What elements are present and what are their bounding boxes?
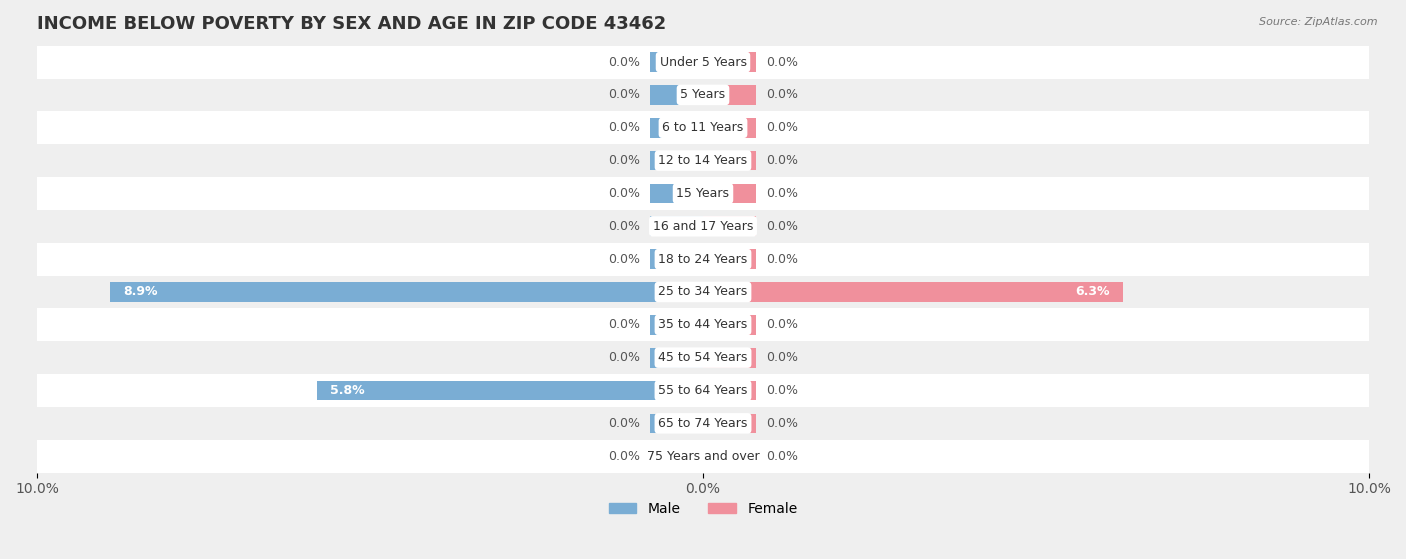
Bar <box>37 111 1369 144</box>
Bar <box>703 183 756 203</box>
Text: 18 to 24 Years: 18 to 24 Years <box>658 253 748 266</box>
Bar <box>37 440 1369 472</box>
Text: 45 to 54 Years: 45 to 54 Years <box>658 351 748 364</box>
Text: 0.0%: 0.0% <box>607 154 640 167</box>
Bar <box>703 85 756 105</box>
Text: 6.3%: 6.3% <box>1074 286 1109 299</box>
Bar <box>650 414 703 433</box>
Text: 15 Years: 15 Years <box>676 187 730 200</box>
Bar <box>37 374 1369 407</box>
Text: 0.0%: 0.0% <box>766 121 799 134</box>
Text: 0.0%: 0.0% <box>607 88 640 101</box>
Text: 65 to 74 Years: 65 to 74 Years <box>658 417 748 430</box>
Bar <box>37 78 1369 111</box>
Bar <box>37 144 1369 177</box>
Bar <box>703 249 756 269</box>
Bar <box>703 118 756 138</box>
Text: 0.0%: 0.0% <box>766 384 799 397</box>
Text: 0.0%: 0.0% <box>607 121 640 134</box>
Bar <box>703 151 756 170</box>
Bar <box>37 210 1369 243</box>
Text: 0.0%: 0.0% <box>607 449 640 463</box>
Text: 0.0%: 0.0% <box>607 187 640 200</box>
Text: 55 to 64 Years: 55 to 64 Years <box>658 384 748 397</box>
Text: 6 to 11 Years: 6 to 11 Years <box>662 121 744 134</box>
Text: INCOME BELOW POVERTY BY SEX AND AGE IN ZIP CODE 43462: INCOME BELOW POVERTY BY SEX AND AGE IN Z… <box>37 15 666 33</box>
Bar <box>703 216 756 236</box>
Bar <box>703 446 756 466</box>
Bar <box>650 348 703 367</box>
Text: 0.0%: 0.0% <box>766 449 799 463</box>
Bar <box>650 85 703 105</box>
Bar <box>703 282 1122 302</box>
Bar <box>37 46 1369 78</box>
Bar <box>37 407 1369 440</box>
Bar <box>110 282 703 302</box>
Text: 16 and 17 Years: 16 and 17 Years <box>652 220 754 233</box>
Bar <box>650 216 703 236</box>
Text: 12 to 14 Years: 12 to 14 Years <box>658 154 748 167</box>
Text: Source: ZipAtlas.com: Source: ZipAtlas.com <box>1260 17 1378 27</box>
Text: Under 5 Years: Under 5 Years <box>659 55 747 69</box>
Text: 0.0%: 0.0% <box>607 351 640 364</box>
Text: 5.8%: 5.8% <box>330 384 364 397</box>
Bar <box>650 446 703 466</box>
Bar <box>650 249 703 269</box>
Bar <box>650 151 703 170</box>
Bar <box>650 52 703 72</box>
Bar <box>37 309 1369 341</box>
Text: 0.0%: 0.0% <box>607 55 640 69</box>
Bar <box>703 315 756 335</box>
Text: 0.0%: 0.0% <box>607 417 640 430</box>
Text: 0.0%: 0.0% <box>766 351 799 364</box>
Bar <box>650 183 703 203</box>
Bar <box>37 341 1369 374</box>
Text: 8.9%: 8.9% <box>124 286 157 299</box>
Text: 0.0%: 0.0% <box>766 417 799 430</box>
Text: 0.0%: 0.0% <box>766 187 799 200</box>
Bar <box>703 348 756 367</box>
Bar <box>703 52 756 72</box>
Text: 0.0%: 0.0% <box>766 318 799 331</box>
Bar <box>37 177 1369 210</box>
Text: 0.0%: 0.0% <box>766 55 799 69</box>
Text: 0.0%: 0.0% <box>766 220 799 233</box>
Text: 0.0%: 0.0% <box>607 318 640 331</box>
Bar <box>650 118 703 138</box>
Text: 5 Years: 5 Years <box>681 88 725 101</box>
Bar <box>316 381 703 400</box>
Text: 25 to 34 Years: 25 to 34 Years <box>658 286 748 299</box>
Legend: Male, Female: Male, Female <box>603 496 803 521</box>
Text: 0.0%: 0.0% <box>607 253 640 266</box>
Bar <box>37 276 1369 309</box>
Text: 0.0%: 0.0% <box>766 88 799 101</box>
Text: 0.0%: 0.0% <box>766 253 799 266</box>
Text: 35 to 44 Years: 35 to 44 Years <box>658 318 748 331</box>
Bar <box>650 315 703 335</box>
Bar <box>703 381 756 400</box>
Text: 0.0%: 0.0% <box>766 154 799 167</box>
Bar <box>703 414 756 433</box>
Text: 0.0%: 0.0% <box>607 220 640 233</box>
Text: 75 Years and over: 75 Years and over <box>647 449 759 463</box>
Bar <box>37 243 1369 276</box>
